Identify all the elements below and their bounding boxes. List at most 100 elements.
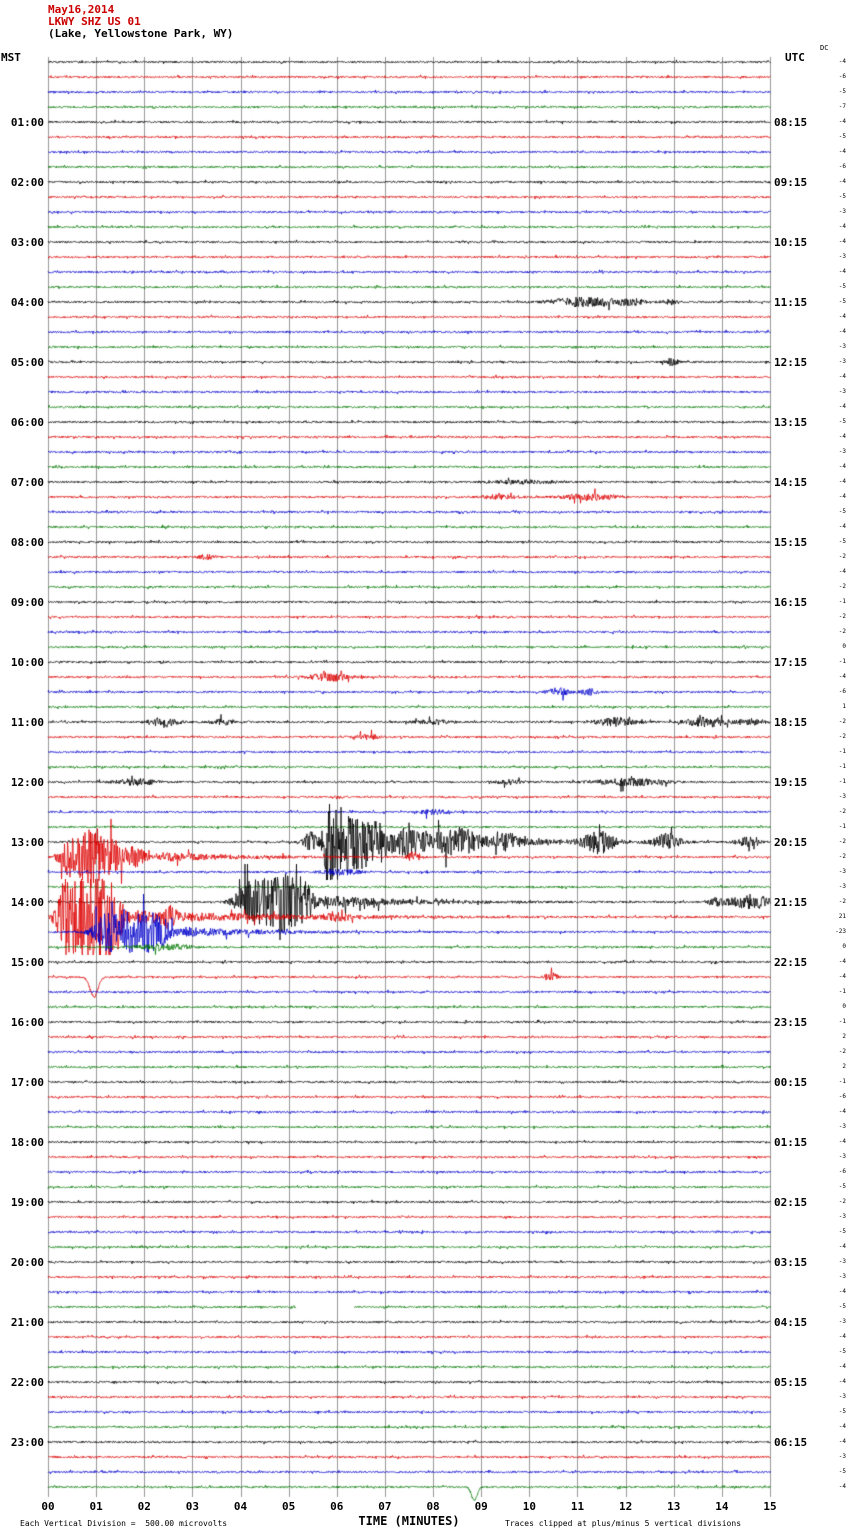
hour-label-mst: 20:00	[10, 1256, 44, 1269]
hour-label-mst: 14:00	[10, 896, 44, 909]
dc-offset-value: -5	[838, 193, 846, 200]
hour-label-utc: 11:15	[774, 296, 808, 309]
dc-offset-value: -4	[838, 973, 846, 980]
dc-offset-value: -6	[838, 1093, 846, 1100]
header-station: LKWY SHZ US 01	[48, 15, 141, 28]
dc-offset-value: -2	[838, 553, 846, 560]
dc-offset-value: -3	[838, 1123, 846, 1130]
dc-offset-value: -2	[838, 1048, 846, 1055]
hour-label-utc: 05:15	[774, 1376, 808, 1389]
dc-offset-value: -1	[838, 778, 846, 785]
dc-column-label: DC	[820, 44, 829, 52]
dc-offset-value: -1	[838, 988, 846, 995]
dc-offset-value: -3	[838, 1273, 846, 1280]
dc-offset-value: -4	[838, 238, 846, 245]
dc-offset-value: -4	[838, 433, 846, 440]
x-axis-tick: 13	[667, 1500, 681, 1513]
x-axis-tick: 06	[330, 1500, 344, 1513]
header: May16,2014 LKWY SHZ US 01 (Lake, Yellows…	[48, 4, 233, 40]
x-axis-tick: 08	[426, 1500, 440, 1513]
hour-label-mst: 09:00	[10, 596, 44, 609]
hour-label-utc: 22:15	[774, 956, 808, 969]
dc-offset-value: -4	[838, 1138, 846, 1145]
hour-label-utc: 06:15	[774, 1436, 808, 1449]
dc-offset-value: -4	[838, 268, 846, 275]
x-axis-tick: 11	[570, 1500, 585, 1513]
hour-label-utc: 12:15	[774, 356, 808, 369]
hour-label-utc: 10:15	[774, 236, 808, 249]
dc-offset-value: -3	[838, 358, 846, 365]
dc-offset-value: -4	[838, 463, 846, 470]
x-axis-tick: 10	[522, 1500, 536, 1513]
hour-label-mst: 10:00	[10, 656, 44, 669]
dc-offset-value: -2	[838, 898, 846, 905]
x-axis-tick: 05	[282, 1500, 296, 1513]
dc-offset-value: -4	[838, 223, 846, 230]
dc-offset-value: -5	[838, 1303, 846, 1310]
hour-label-utc: 01:15	[774, 1136, 808, 1149]
hour-label-mst: 04:00	[10, 296, 44, 309]
hour-label-utc: 14:15	[774, 476, 808, 489]
dc-offset-value: -6	[838, 688, 846, 695]
dc-offset-value: -4	[838, 328, 846, 335]
hour-label-utc: 17:15	[774, 656, 808, 669]
dc-offset-value: -3	[838, 1393, 846, 1400]
hour-label-mst: 22:00	[10, 1376, 44, 1389]
dc-offset-value: -5	[838, 298, 846, 305]
dc-offset-value: -3	[838, 793, 846, 800]
dc-offset-value: -5	[838, 508, 846, 515]
dc-offset-value: -4	[838, 1438, 846, 1445]
hour-label-mst: 08:00	[10, 536, 44, 549]
dc-offset-value: 0	[842, 943, 846, 950]
dc-offset-value: -3	[838, 253, 846, 260]
dc-offset-value: -3	[838, 1258, 846, 1265]
dc-offset-value: -1	[838, 763, 846, 770]
dc-offset-value: 21	[838, 913, 846, 920]
header-location: (Lake, Yellowstone Park, WY)	[48, 27, 234, 40]
dc-offset-value: -4	[838, 478, 846, 485]
dc-offset-value: -4	[838, 1483, 846, 1490]
hour-label-mst: 21:00	[10, 1316, 44, 1329]
dc-offset-value: -2	[838, 853, 846, 860]
footer-scale-note: Each Vertical Division = 500.00 microvol…	[20, 1519, 228, 1528]
dc-offset-value: -2	[838, 583, 846, 590]
hour-label-utc: 18:15	[774, 716, 808, 729]
dc-offset-value: -4	[838, 148, 846, 155]
dc-offset-value: -5	[838, 1408, 846, 1415]
dc-offset-value: -2	[838, 628, 846, 635]
dc-offset-value: -4	[838, 373, 846, 380]
hour-label-utc: 00:15	[774, 1076, 808, 1089]
dc-offset-value: 0	[842, 1003, 846, 1010]
dc-offset-value: -1	[838, 598, 846, 605]
hour-label-mst: 03:00	[10, 236, 44, 249]
dc-offset-value: -1	[838, 1078, 846, 1085]
dc-offset-value: -4	[838, 1108, 846, 1115]
dc-offset-value: -2	[838, 1198, 846, 1205]
hour-label-utc: 19:15	[774, 776, 808, 789]
dc-offset-value: -3	[838, 1318, 846, 1325]
hour-label-mst: 11:00	[10, 716, 44, 729]
x-axis-tick: 07	[378, 1500, 392, 1513]
dc-offset-value: -4	[838, 493, 846, 500]
hour-label-utc: 04:15	[774, 1316, 808, 1329]
x-axis-tick: 14	[715, 1500, 729, 1513]
dc-offset-value: -1	[838, 658, 846, 665]
hour-label-mst: 17:00	[10, 1076, 44, 1089]
left-timezone-label: MST	[1, 51, 21, 64]
dc-offset-value: -5	[838, 283, 846, 290]
dc-offset-value: -4	[838, 523, 846, 530]
dc-offset-value: -4	[838, 1363, 846, 1370]
dc-offset-value: -5	[838, 1348, 846, 1355]
dc-offset-value: -5	[838, 88, 846, 95]
hour-label-utc: 02:15	[774, 1196, 808, 1209]
dc-offset-value: -3	[838, 1153, 846, 1160]
hour-label-mst: 18:00	[10, 1136, 44, 1149]
dc-offset-value: -23	[835, 928, 846, 935]
dc-offset-value: -4	[838, 313, 846, 320]
dc-offset-value: 1	[842, 703, 846, 710]
dc-offset-value: -3	[838, 343, 846, 350]
hour-label-mst: 06:00	[10, 416, 44, 429]
dc-offset-value: -3	[838, 1213, 846, 1220]
dc-offset-value: -5	[838, 1183, 846, 1190]
